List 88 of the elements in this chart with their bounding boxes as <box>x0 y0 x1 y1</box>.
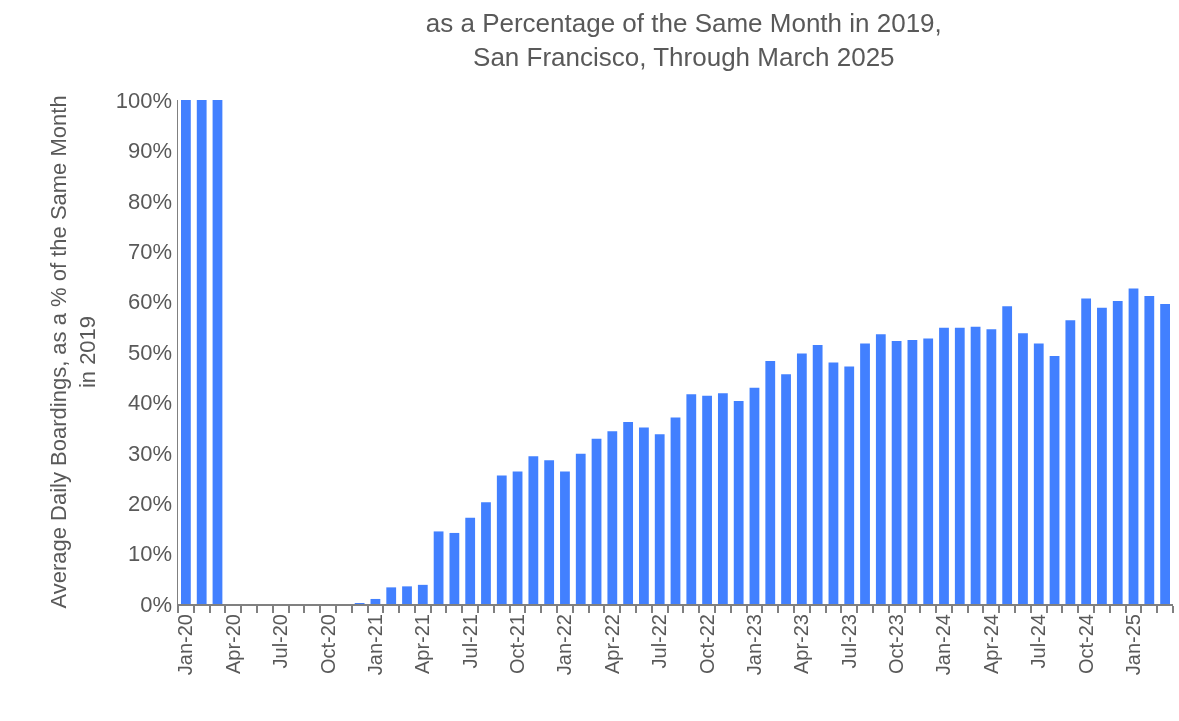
bar <box>970 326 981 604</box>
x-tick-label: Jan-25 <box>1122 614 1145 676</box>
bar <box>370 598 381 604</box>
bar <box>986 329 997 604</box>
bar <box>844 366 855 604</box>
bar <box>465 517 476 604</box>
bar <box>860 343 870 604</box>
bar <box>1144 296 1155 604</box>
bar <box>212 100 223 604</box>
x-tick-label: Apr-20 <box>221 614 244 675</box>
bar <box>181 100 191 604</box>
bar <box>828 362 839 604</box>
bar <box>670 417 681 604</box>
x-tick-label: Jul-21 <box>458 614 481 669</box>
bar <box>196 100 207 604</box>
bar <box>496 475 507 604</box>
bar <box>575 453 586 604</box>
bar <box>1065 320 1076 604</box>
x-tick-label: Jan-21 <box>363 614 386 676</box>
y-tick-label: 50% <box>128 339 173 365</box>
x-tick-label: Jul-22 <box>648 614 671 669</box>
x-tick-label: Jan-22 <box>553 614 576 676</box>
x-tick-label: Jul-24 <box>1027 614 1050 669</box>
bar <box>560 471 570 604</box>
bar <box>433 531 444 604</box>
chart-title: as a Percentage of the Same Month in 2019, San Francisco, Through March 2025 <box>425 8 942 73</box>
x-tick-label: Oct-24 <box>1074 614 1097 675</box>
y-tick-label: 10% <box>128 541 173 567</box>
x-tick-label: Apr-23 <box>790 614 813 675</box>
bar <box>1033 343 1044 604</box>
y-tick-label: 90% <box>128 138 173 164</box>
bar <box>939 327 949 604</box>
bar <box>639 427 649 604</box>
x-tick-label: Oct-23 <box>885 614 908 675</box>
y-axis-title: Average Daily Boardings, as a % of the Same Month in 2019 <box>46 95 100 609</box>
bar <box>544 460 555 604</box>
bar <box>891 340 902 604</box>
bar <box>512 471 523 604</box>
bar <box>717 393 728 604</box>
bar <box>607 431 618 604</box>
bar <box>781 374 791 604</box>
y-tick-label: 80% <box>128 188 173 214</box>
x-tick-label: Jan-23 <box>742 614 765 676</box>
bar <box>1049 356 1060 604</box>
bar <box>1081 298 1092 604</box>
bar <box>481 502 491 604</box>
y-tick-label: 60% <box>128 289 173 315</box>
bar <box>1018 333 1028 604</box>
bar <box>654 434 665 604</box>
bar <box>1128 288 1139 604</box>
y-tick-label: 0% <box>140 591 173 617</box>
x-tick-label: Jan-20 <box>174 614 197 676</box>
bar <box>528 456 539 604</box>
x-tick-label: Oct-20 <box>316 614 339 675</box>
bar <box>954 327 965 604</box>
x-tick-label: Apr-24 <box>979 614 1002 675</box>
y-tick-label: 70% <box>128 238 173 264</box>
x-tick-label: Oct-22 <box>695 614 718 675</box>
bar <box>1112 301 1123 604</box>
bar <box>907 339 918 604</box>
bar <box>923 338 934 604</box>
bar <box>386 587 397 604</box>
x-tick-label: Jul-20 <box>269 614 292 669</box>
bar <box>812 344 823 604</box>
bar <box>686 394 697 604</box>
bar <box>702 395 712 604</box>
bar <box>875 334 886 604</box>
y-tick-label: 40% <box>128 390 173 416</box>
bar <box>765 361 776 604</box>
bar <box>1160 304 1170 604</box>
bar <box>1097 307 1107 604</box>
x-tick-label: Oct-21 <box>506 614 529 675</box>
y-tick-label: 20% <box>128 490 173 516</box>
x-tick-label: Apr-21 <box>411 614 434 675</box>
bar <box>449 532 460 604</box>
x-tick-label: Jan-24 <box>932 614 955 676</box>
bar <box>623 422 634 604</box>
y-tick-label: 30% <box>128 440 173 466</box>
bar <box>796 353 807 604</box>
bar <box>1002 306 1013 604</box>
bar <box>591 438 602 604</box>
x-tick-label: Jul-23 <box>837 614 860 669</box>
bar <box>749 387 760 604</box>
bar <box>733 400 744 604</box>
bar <box>417 584 428 604</box>
bar <box>402 586 412 604</box>
y-tick-label: 100% <box>115 87 173 113</box>
x-tick-label: Apr-22 <box>600 614 623 675</box>
